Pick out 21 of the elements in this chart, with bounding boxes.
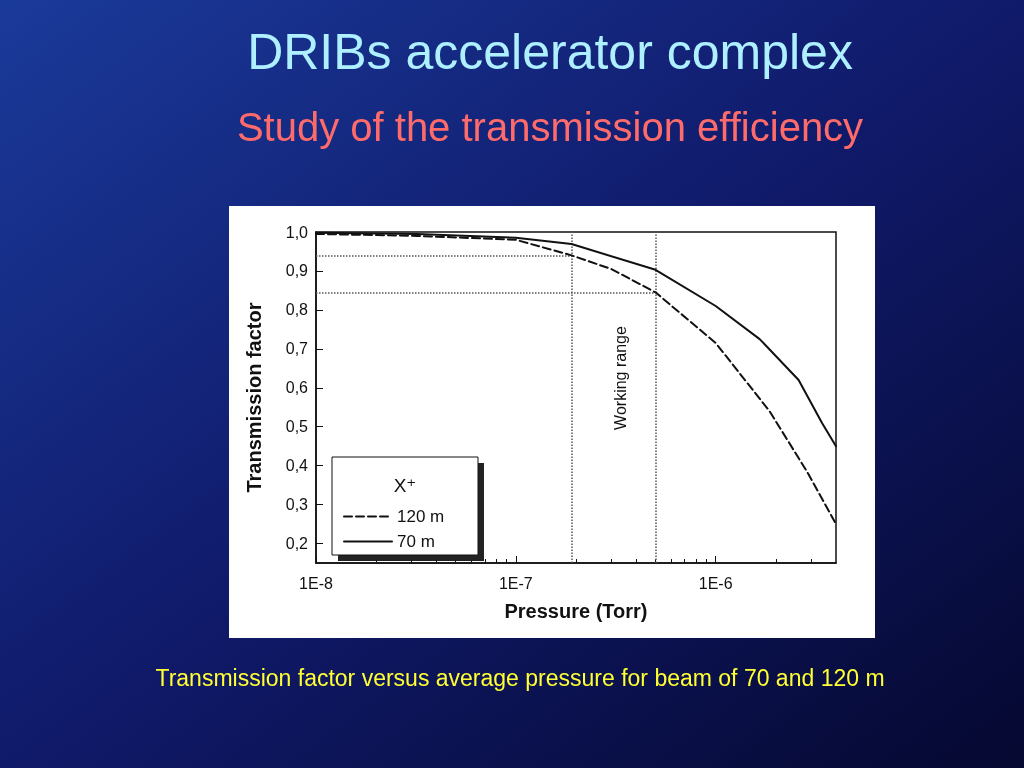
text: Transmission factor versus average pressure for beam of 70 and 120 m	[155, 665, 885, 691]
y-tick-label: 1,0	[285, 223, 309, 241]
y-tick-label: 0,5	[285, 418, 309, 436]
chart-subtitle: Study of the transmission efficiency	[236, 105, 864, 149]
legend-title: X⁺	[393, 474, 417, 496]
x-tick-label: 1E-8	[299, 574, 333, 592]
y-tick-label: 0,6	[285, 379, 309, 397]
y-tick-label: 0,7	[285, 340, 309, 358]
legend-label: 120 m	[397, 507, 445, 526]
x-tick-label: 1E-7	[498, 574, 533, 592]
chart-title: DRIBs accelerator complex	[247, 24, 853, 80]
x-axis-title: Pressure (Torr)	[504, 600, 648, 622]
y-tick-label: 0,2	[285, 535, 309, 553]
y-tick-label: 0,4	[285, 457, 309, 475]
y-axis-title: Transmission factor	[243, 302, 265, 493]
annotation: Working range	[611, 326, 629, 430]
y-tick-label: 0,3	[285, 496, 309, 514]
legend-label: 70 m	[397, 532, 435, 551]
x-tick-label: 1E-6	[698, 574, 733, 592]
y-tick-label: 0,8	[285, 301, 309, 319]
y-tick-label: 0,9	[285, 262, 309, 280]
